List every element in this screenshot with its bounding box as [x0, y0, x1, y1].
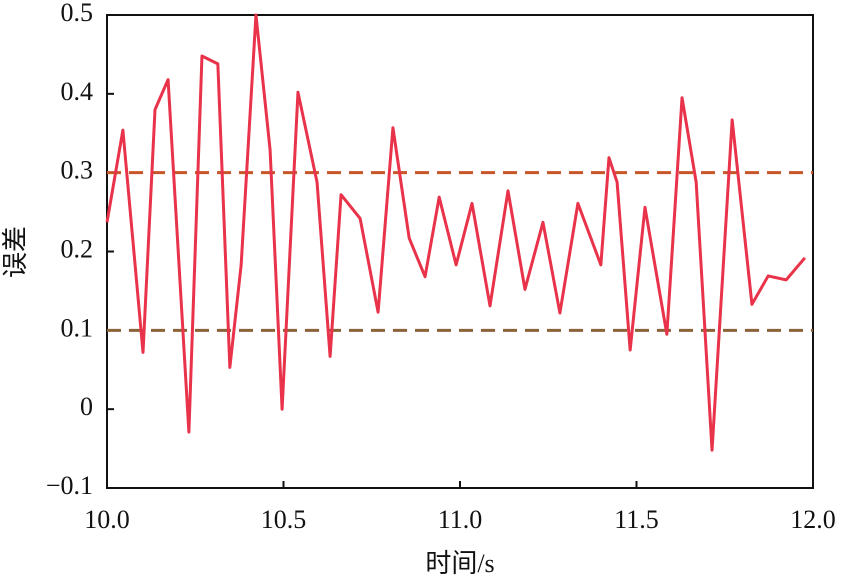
x-axis-label: 时间/s [425, 549, 494, 578]
x-tick-label: 10.5 [261, 505, 307, 534]
y-tick-label: 0.2 [61, 234, 94, 263]
x-tick-label: 12.0 [790, 505, 836, 534]
y-tick-label: −0.1 [46, 471, 93, 500]
x-tick-label: 10.0 [84, 505, 130, 534]
x-tick-label: 11.5 [614, 505, 659, 534]
y-tick-label: 0.3 [61, 156, 94, 185]
y-axis-label: 误差 [1, 226, 30, 278]
y-tick-label: 0.4 [61, 77, 94, 106]
x-tick-label: 11.0 [438, 505, 483, 534]
y-tick-label: 0.5 [61, 0, 94, 27]
y-tick-label: 0.1 [61, 313, 94, 342]
data-line [105, 13, 807, 452]
y-tick-label: 0 [80, 392, 93, 421]
